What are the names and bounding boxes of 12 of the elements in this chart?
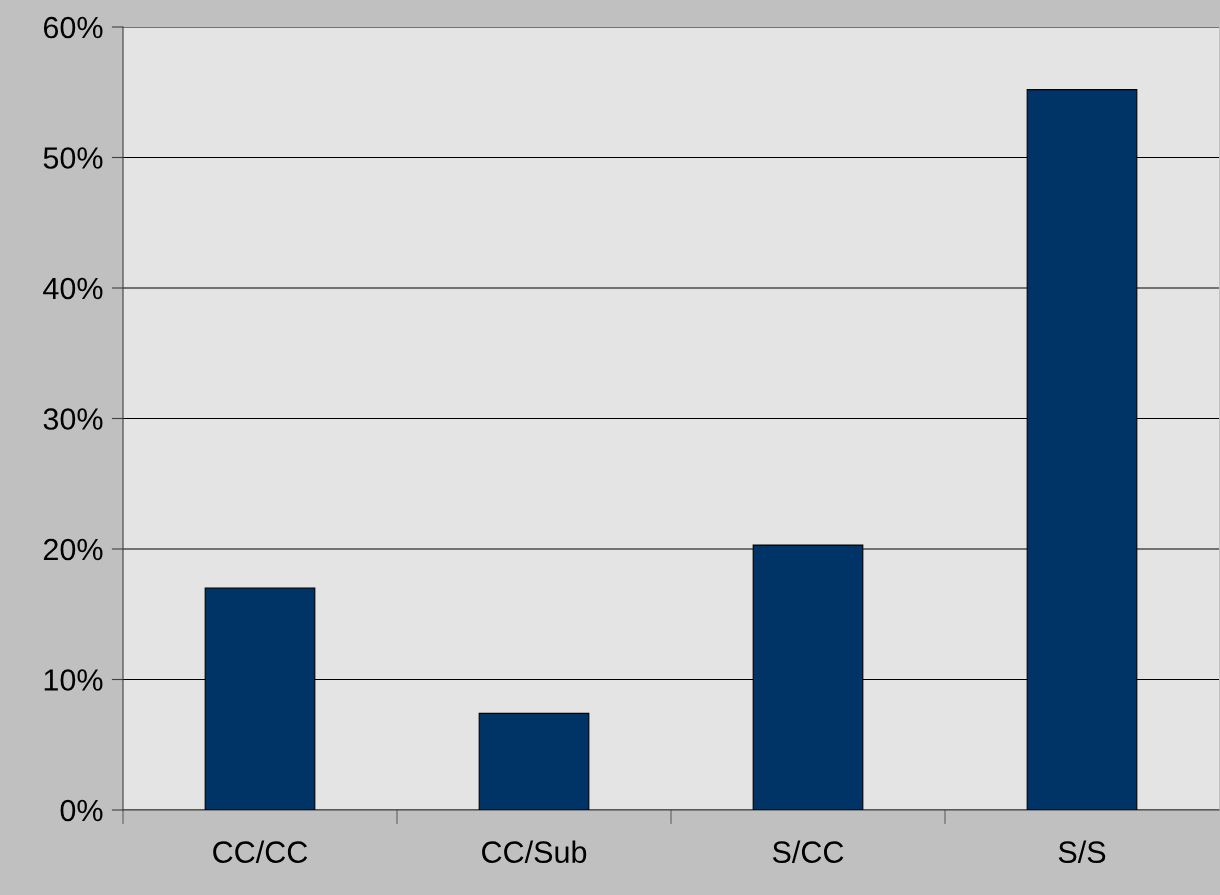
y-tick-label: 10% bbox=[44, 669, 103, 691]
x-tick-label: CC/CC bbox=[213, 840, 308, 863]
x-tick-label: S/CC bbox=[772, 840, 844, 863]
y-tick-label: 60% bbox=[43, 16, 103, 39]
y-tick-label: 30% bbox=[43, 408, 103, 430]
bar bbox=[478, 712, 590, 810]
y-tick-label: 0% bbox=[60, 799, 103, 822]
x-tick-label: S/S bbox=[1058, 840, 1106, 863]
x-tick-label: CC/Sub bbox=[482, 840, 587, 863]
y-tick-label: 20% bbox=[43, 538, 103, 561]
y-tick-label: 40% bbox=[43, 277, 103, 300]
y-tick-label: 50% bbox=[43, 147, 103, 169]
